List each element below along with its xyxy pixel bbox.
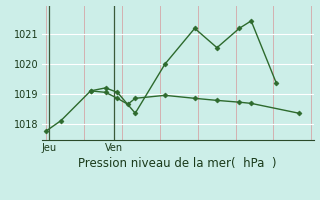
X-axis label: Pression niveau de la mer(  hPa  ): Pression niveau de la mer( hPa ) [78, 157, 277, 170]
